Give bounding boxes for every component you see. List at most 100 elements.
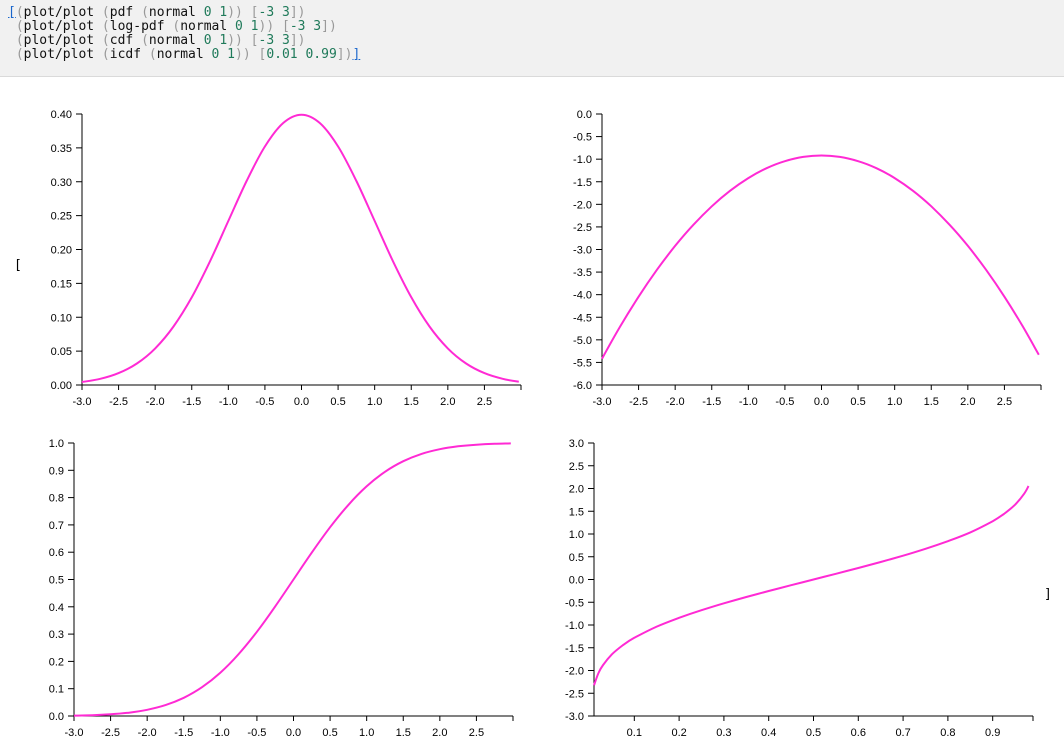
code-token: )) [ [235,47,267,62]
x-tick-label: 2.5 [997,396,1012,408]
chart-1: -3.0 -2.5 -2.0 -1.5 -1.0 -0.5 0.0 0.5 1.0 1.5 2.0 2… [51,109,522,408]
code-token: ( [8,47,24,62]
code-token: ( [94,19,110,34]
x-tick-label: 0.8 [940,727,955,739]
y-tick-label: 2.0 [569,484,584,496]
output-open-bracket: [ [14,258,22,273]
code-line: (plot/plot (log-pdf (normal 0 1)) [-3 3]… [8,20,360,34]
x-tick-label: -1.5 [174,727,193,739]
y-tick-label: -3.0 [573,245,592,257]
code-token: plot/plot [23,5,95,20]
x-tick-label: 0.4 [761,727,776,739]
series-line [593,485,1030,686]
y-tick-label: 2.5 [569,461,584,473]
code-lines[interactable]: [(plot/plot (pdf (normal 0 1)) [-3 3]) (… [8,6,360,62]
code-token: ( [15,5,24,20]
code-token: -3 3 [289,19,322,34]
series-line [601,154,1040,360]
y-tick-label: 0.4 [49,602,64,614]
y-tick-label: 0.00 [51,380,72,392]
x-tick-label: 0.9 [985,727,1000,739]
y-tick-label: 1.5 [569,506,584,518]
code-line: (plot/plot (cdf (normal 0 1)) [-3 3]) [8,34,360,48]
y-tick-label: -4.0 [573,290,592,302]
y-tick-label: 1.0 [49,438,64,450]
code-token: ]) [289,33,306,48]
y-tick-label: -2.0 [573,199,592,211]
code-token: icdf [109,47,142,62]
y-tick-label: 0.3 [49,629,64,641]
y-tick-label: -1.0 [565,620,584,632]
x-tick-label: -2.5 [629,396,648,408]
code-token: plot/plot [23,19,95,34]
x-tick-label: -1.5 [702,396,721,408]
x-tick-label: -1.0 [211,727,230,739]
x-tick-label: 0.3 [716,727,731,739]
x-tick-label: 1.0 [367,396,382,408]
code-token: 0.01 0.99 [266,47,337,62]
x-tick-label: 0.1 [627,727,642,739]
y-tick-label: 0.0 [49,711,64,723]
x-tick-label: 0.5 [806,727,821,739]
y-tick-label: 0.15 [51,278,72,290]
x-tick-label: 0.0 [286,727,301,739]
y-tick-label: 0.35 [51,143,72,155]
y-tick-label: 3.0 [569,438,584,450]
code-line: (plot/plot (icdf (normal 0 1)) [0.01 0.9… [8,48,360,62]
code-token: ( [94,33,110,48]
y-tick-label: 0.6 [49,547,64,559]
open-bracket-link[interactable]: [ [8,5,16,20]
x-tick-label: 2.5 [469,727,484,739]
code-token: ( [164,19,181,34]
series-line [73,442,511,717]
x-tick-label: -2.0 [138,727,157,739]
y-tick-label: 0.0 [569,575,584,587]
y-tick-label: 0.40 [51,109,72,121]
x-tick-label: 1.5 [924,396,939,408]
code-token: ( [8,19,24,34]
chart-4: 0.1 0.2 0.3 0.4 0.5 0.6 0.7 0.8 0.9 3.0 2.5 2.0 1.5 1… [565,438,1034,739]
code-token: pdf [109,5,134,20]
code-token: normal [180,19,228,34]
code-token: plot/plot [23,47,95,62]
code-token: ( [8,33,24,48]
y-tick-label: -5.0 [573,335,592,347]
x-tick-label: 0.0 [814,396,829,408]
x-tick-label: 0.5 [330,396,345,408]
code-token: normal [148,5,196,20]
x-tick-label: -2.5 [101,727,120,739]
x-tick-label: 0.2 [671,727,686,739]
y-tick-label: 0.1 [49,684,64,696]
y-tick-label: -2.5 [565,688,584,700]
code-token: 0 1 [195,33,228,48]
x-tick-label: -0.5 [247,727,266,739]
code-token: cdf [109,33,134,48]
code-editor-panel[interactable]: [(plot/plot (pdf (normal 0 1)) [-3 3]) (… [0,0,1064,77]
close-bracket-link[interactable]: ] [352,47,361,62]
y-tick-label: 0.7 [49,520,64,532]
x-tick-label: -3.0 [593,396,612,408]
x-tick-label: 2.5 [477,396,492,408]
code-token: 0 1 [227,19,259,34]
x-tick-label: -2.0 [666,396,685,408]
x-tick-label: 0.5 [322,727,337,739]
y-tick-label: 0.8 [49,493,64,505]
code-token: ( [94,47,110,62]
x-tick-label: 2.0 [432,727,447,739]
x-tick-label: -2.5 [109,396,128,408]
y-tick-label: 0.0 [577,109,592,121]
y-tick-label: -1.0 [573,154,592,166]
x-tick-label: 2.0 [960,396,975,408]
y-tick-label: 0.5 [569,552,584,564]
y-tick-label: -3.5 [573,267,592,279]
x-tick-label: 1.5 [404,396,419,408]
y-tick-label: -5.5 [573,357,592,369]
y-tick-label: 0.2 [49,656,64,668]
chart-3: -3.0 -2.5 -2.0 -1.5 -1.0 -0.5 0.0 0.5 1.0 1.5 2.0 2… [49,438,514,739]
x-tick-label: 0.0 [294,396,309,408]
x-tick-label: -3.0 [73,396,92,408]
code-token: )) [ [227,5,259,20]
code-token: ( [141,47,157,62]
series-line [81,113,519,383]
